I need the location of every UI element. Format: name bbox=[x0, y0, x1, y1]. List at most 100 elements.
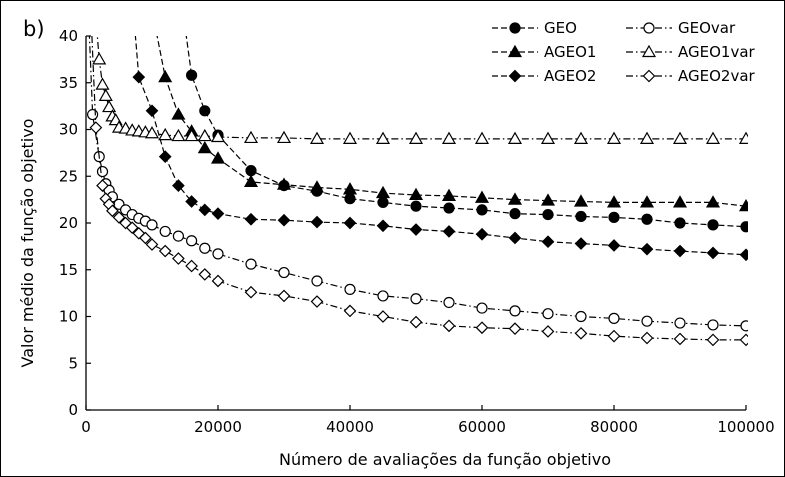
data-point-ageo2 bbox=[739, 248, 748, 262]
data-point-ageo1var bbox=[639, 131, 655, 144]
data-point-ageo2var bbox=[145, 238, 159, 251]
data-point-geo bbox=[443, 202, 455, 214]
data-point-ageo1 bbox=[197, 140, 212, 154]
data-point-ageo1 bbox=[474, 190, 490, 203]
data-point-geo bbox=[186, 69, 198, 81]
legend: GEO GEOvar AGEO1 AGEO1var AGEO2 AGEO2var bbox=[492, 19, 756, 85]
data-point-ageo2var bbox=[96, 179, 109, 192]
data-point-ageo1 bbox=[441, 188, 457, 201]
data-point-ageo1var bbox=[92, 52, 107, 65]
data-point-ageo1var bbox=[144, 126, 160, 139]
data-point-ageo1var bbox=[738, 131, 748, 144]
data-point-geo bbox=[476, 204, 488, 216]
series-geovar bbox=[86, 36, 748, 332]
data-point-geovar bbox=[199, 242, 211, 254]
series-line-ageo2 bbox=[134, 36, 747, 256]
legend-marker-ageo1 bbox=[507, 44, 523, 58]
data-point-ageo1 bbox=[171, 107, 186, 120]
data-point-ageo2var bbox=[185, 259, 198, 273]
y-tick-label: 30 bbox=[59, 121, 78, 139]
data-point-geovar bbox=[278, 266, 290, 279]
data-point-geovar bbox=[377, 290, 389, 302]
legend-item-ageo2: AGEO2 bbox=[492, 67, 596, 85]
data-point-ageo2 bbox=[673, 244, 687, 258]
data-point-geo bbox=[707, 219, 719, 231]
data-point-geovar bbox=[410, 293, 422, 305]
data-point-geovar bbox=[674, 317, 686, 329]
data-point-ageo2var bbox=[739, 333, 748, 347]
data-point-geovar bbox=[159, 225, 171, 238]
data-point-geovar bbox=[542, 308, 554, 320]
data-point-ageo2 bbox=[132, 70, 146, 84]
legend-marker-ageo1var bbox=[641, 44, 657, 58]
x-axis-title: Número de avaliações da função objetivo bbox=[279, 450, 611, 469]
data-point-ageo2 bbox=[409, 223, 423, 236]
legend-marker-geo bbox=[509, 22, 521, 34]
data-point-geovar bbox=[509, 305, 521, 317]
data-point-ageo2var bbox=[706, 333, 720, 347]
y-tick-label: 25 bbox=[59, 167, 78, 185]
data-point-ageo2var bbox=[119, 216, 132, 230]
series-ageo1 bbox=[156, 36, 748, 212]
x-tick-label: 100000 bbox=[717, 418, 774, 436]
series-line-ageo2var bbox=[91, 36, 746, 341]
series-ageo2 bbox=[132, 36, 748, 262]
x-tick-label: 60000 bbox=[458, 418, 506, 436]
series-line-ageo1var bbox=[96, 36, 746, 140]
data-point-ageo1var bbox=[474, 131, 490, 144]
axes: 0 5 10 15 20 25 30 35 40 0 20000 40000 60000 80000 100… bbox=[59, 27, 775, 436]
data-point-geovar bbox=[186, 235, 198, 247]
data-point-ageo2var bbox=[211, 274, 225, 288]
data-point-geo bbox=[608, 211, 620, 223]
data-point-ageo2 bbox=[574, 237, 588, 250]
data-point-ageo2var bbox=[89, 121, 103, 134]
data-point-geovar bbox=[344, 283, 356, 295]
legend-label-ageo2var: AGEO2var bbox=[678, 67, 756, 85]
data-point-ageo1 bbox=[375, 185, 391, 199]
data-point-ageo1 bbox=[639, 195, 655, 208]
data-point-ageo2var bbox=[673, 332, 687, 346]
legend-label-ageo1var: AGEO1var bbox=[678, 43, 756, 61]
data-point-ageo1 bbox=[507, 192, 523, 205]
legend-item-ageo1: AGEO1 bbox=[492, 43, 596, 61]
data-point-ageo1var bbox=[184, 128, 199, 142]
data-point-geo bbox=[410, 200, 422, 212]
data-point-ageo1 bbox=[408, 187, 424, 201]
data-point-geovar bbox=[86, 108, 99, 121]
data-point-geo bbox=[344, 193, 356, 205]
data-point-geovar bbox=[311, 275, 323, 287]
legend-label-geo: GEO bbox=[544, 19, 577, 37]
data-point-ageo2 bbox=[198, 203, 212, 217]
data-point-geovar bbox=[476, 302, 488, 314]
data-point-ageo1var bbox=[705, 131, 721, 144]
data-point-ageo1var bbox=[210, 129, 226, 143]
x-tick-label: 0 bbox=[81, 418, 91, 436]
legend-item-ageo2var: AGEO2var bbox=[626, 67, 756, 85]
data-point-ageo2var bbox=[139, 231, 152, 245]
data-point-ageo2var bbox=[574, 326, 588, 340]
data-point-ageo2var bbox=[112, 211, 126, 224]
data-point-ageo2var bbox=[442, 319, 456, 333]
data-point-ageo2 bbox=[310, 215, 324, 229]
data-point-geo bbox=[245, 165, 257, 177]
y-tick-label: 20 bbox=[59, 214, 78, 232]
data-point-ageo1var bbox=[95, 77, 110, 90]
data-point-ageo1var bbox=[171, 128, 186, 142]
data-point-ageo1var bbox=[98, 88, 113, 101]
data-point-ageo1 bbox=[672, 195, 688, 208]
data-point-geovar bbox=[146, 219, 158, 231]
legend-marker-ageo2 bbox=[508, 69, 522, 83]
data-point-ageo2 bbox=[158, 150, 172, 163]
data-point-geo bbox=[377, 196, 389, 209]
y-tick-label: 0 bbox=[68, 401, 78, 419]
legend-item-geo: GEO bbox=[492, 19, 577, 37]
data-point-ageo1 bbox=[243, 174, 259, 187]
data-point-ageo2 bbox=[706, 246, 720, 260]
legend-label-ageo2: AGEO2 bbox=[544, 67, 596, 85]
y-tick-label: 5 bbox=[68, 354, 78, 372]
data-point-geovar bbox=[707, 319, 719, 331]
data-point-ageo2 bbox=[475, 227, 489, 241]
legend-item-geovar: GEOvar bbox=[626, 19, 736, 37]
x-tick-label: 20000 bbox=[194, 418, 242, 436]
